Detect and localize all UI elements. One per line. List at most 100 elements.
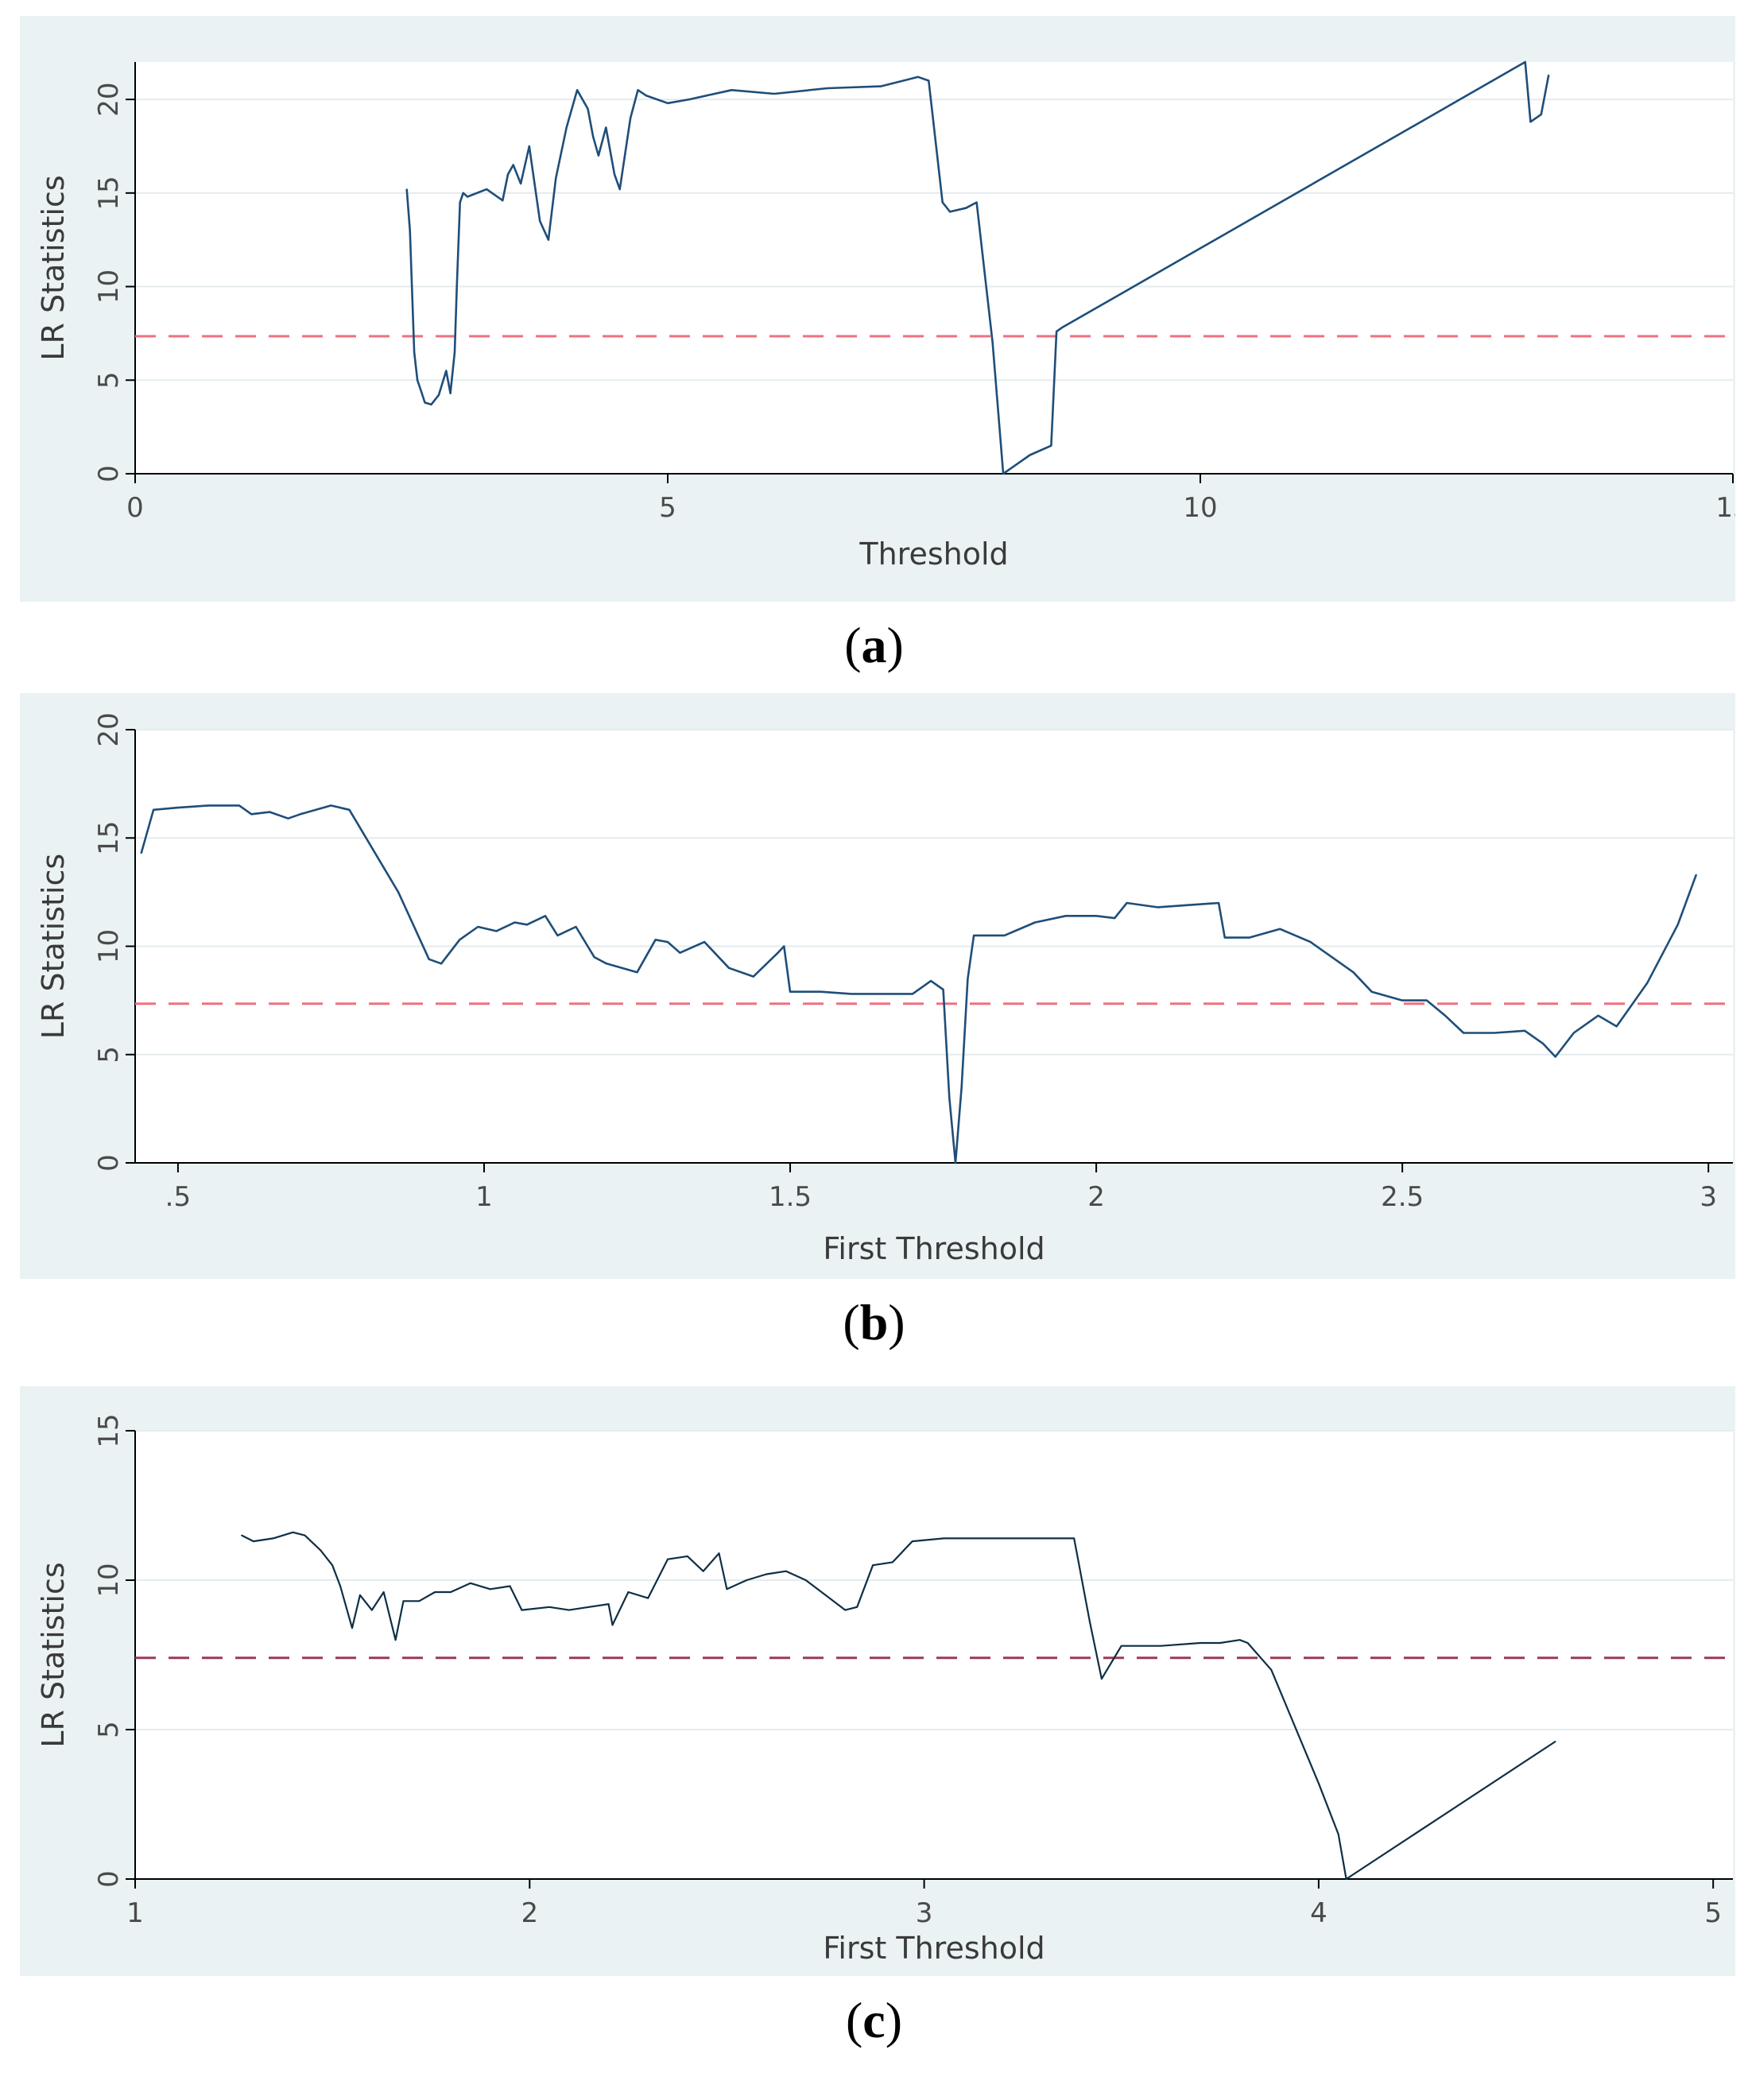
data-point <box>746 1579 748 1581</box>
data-point <box>1572 1032 1575 1034</box>
data-point <box>525 924 528 926</box>
data-point <box>438 394 440 397</box>
y-tick-label: 10 <box>93 269 125 304</box>
data-point <box>548 1606 551 1608</box>
data-point <box>521 1609 523 1611</box>
data-point <box>1101 1678 1103 1680</box>
chart-a-svg: 0 5 10 15 20 0 5 10 15 Threshold LR Statistics <box>36 60 1735 571</box>
data-point <box>880 85 882 87</box>
y-tick-label: 0 <box>93 1870 125 1888</box>
chart-c-svg: 0 5 10 15 1 2 3 4 5 First Threshold LR Statistics <box>36 1413 1733 1966</box>
x-tick-label: 10 <box>1183 492 1217 524</box>
data-point <box>1003 934 1006 936</box>
data-point <box>495 930 498 932</box>
data-point <box>645 95 648 97</box>
y-tick-label: 10 <box>93 1563 125 1597</box>
data-point <box>153 808 155 811</box>
data-point <box>1002 1537 1004 1540</box>
data-point <box>618 188 621 191</box>
data-point <box>598 154 599 157</box>
data-point <box>252 1540 254 1543</box>
data-point <box>177 807 179 808</box>
data-point <box>1529 121 1532 123</box>
chart-panel-a: 0 5 10 15 20 0 5 10 15 Threshold LR Statistics <box>20 16 1735 602</box>
data-point <box>688 99 690 100</box>
data-point <box>928 79 930 82</box>
data-point <box>611 1624 614 1626</box>
data-point <box>1676 924 1679 926</box>
chart-panel-c: 0 5 10 15 1 2 3 4 5 First Threshold LR Statistics <box>20 1386 1735 1976</box>
data-point <box>1219 1642 1221 1644</box>
data-point <box>250 813 253 816</box>
data-point <box>627 1591 630 1593</box>
data-point <box>330 804 332 807</box>
data-point <box>359 1594 361 1596</box>
data-point <box>509 1585 511 1587</box>
data-point <box>949 211 951 213</box>
data-point <box>507 173 509 176</box>
data-point <box>844 1609 847 1611</box>
x-tick-label: 5 <box>659 492 676 524</box>
data-point <box>1352 971 1355 974</box>
data-point <box>555 177 557 179</box>
x-tick-label: 1 <box>475 1181 493 1213</box>
data-point <box>528 145 530 147</box>
data-point <box>930 980 932 982</box>
data-point <box>428 958 430 960</box>
data-point <box>445 370 448 372</box>
data-point <box>773 93 775 95</box>
caption-c: (c) <box>845 1992 903 2048</box>
data-point <box>917 76 919 78</box>
data-point <box>241 1534 242 1536</box>
data-point <box>140 852 142 854</box>
data-point <box>647 1597 649 1599</box>
data-point <box>420 389 422 390</box>
data-point <box>636 971 638 974</box>
data-point <box>1370 990 1373 993</box>
y-tick-label: 20 <box>93 712 125 746</box>
data-point <box>575 926 577 928</box>
data-point <box>960 1086 963 1088</box>
data-point <box>1524 1029 1526 1032</box>
data-point <box>955 1162 956 1164</box>
x-tick-label: 2 <box>1087 1181 1105 1213</box>
data-point <box>320 1549 322 1552</box>
data-point <box>409 230 411 231</box>
data-point <box>1317 1782 1320 1784</box>
data-point <box>1050 444 1052 447</box>
data-point <box>238 804 240 807</box>
data-point <box>287 817 289 819</box>
y-tick-label: 0 <box>93 465 125 482</box>
data-point <box>418 1600 421 1602</box>
data-point <box>207 804 210 807</box>
data-point <box>943 1537 945 1540</box>
data-point <box>1246 1642 1249 1644</box>
data-point <box>424 401 426 404</box>
data-point <box>459 201 461 203</box>
data-point <box>1056 331 1057 332</box>
data-point <box>581 99 583 100</box>
data-point <box>1270 1668 1273 1671</box>
data-point <box>548 238 549 241</box>
y-axis-title: LR Statistics <box>36 175 71 360</box>
data-point <box>911 1540 913 1543</box>
data-point <box>630 117 631 119</box>
y-axis-title: LR Statistics <box>36 1562 71 1747</box>
data-point <box>1524 61 1526 63</box>
data-point <box>331 1564 334 1567</box>
data-point <box>1646 982 1649 984</box>
data-point <box>430 403 432 405</box>
data-point <box>1463 1032 1465 1034</box>
data-point <box>1200 1642 1201 1644</box>
data-point <box>804 1579 807 1581</box>
data-point <box>370 1609 373 1611</box>
data-point <box>440 963 442 965</box>
x-tick-label: 5 <box>1704 1897 1722 1929</box>
y-axis-title: LR Statistics <box>36 854 71 1039</box>
data-point <box>486 188 488 191</box>
data-point <box>502 200 504 202</box>
data-point <box>1615 1025 1618 1028</box>
data-point <box>686 1556 688 1557</box>
data-point <box>514 921 516 924</box>
data-point <box>941 201 944 203</box>
